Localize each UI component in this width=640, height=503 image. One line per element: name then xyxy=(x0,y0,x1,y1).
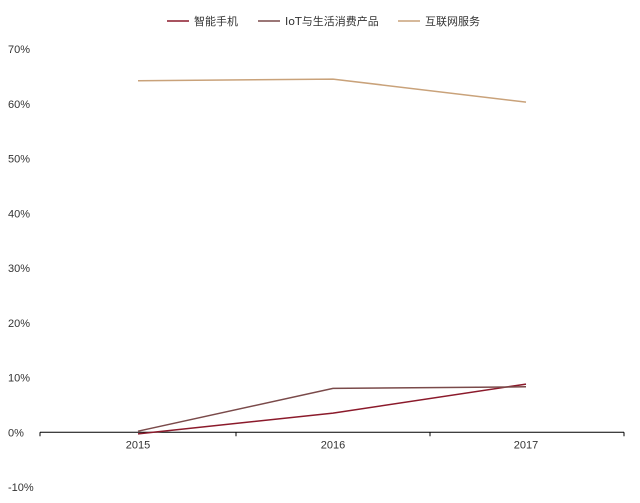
series-line xyxy=(137,383,527,435)
y-tick-label: 30% xyxy=(8,263,30,275)
y-tick-label: 60% xyxy=(8,99,30,111)
legend-label: 互联网服务 xyxy=(425,15,480,28)
series-line xyxy=(137,78,527,103)
x-tick-label: 2015 xyxy=(126,439,150,451)
y-axis-tick-labels: 70% 60% 50% 40% 30% 20% 10% 0% -10% xyxy=(8,44,34,494)
x-tick-label: 2016 xyxy=(321,439,345,451)
legend: 智能手机 IoT与生活消费产品 互联网服务 xyxy=(167,14,480,28)
y-tick-label: -10% xyxy=(8,482,34,494)
legend-label: IoT与生活消费产品 xyxy=(285,14,379,28)
series-line xyxy=(137,386,527,432)
x-tick-label: 2017 xyxy=(514,439,538,451)
y-tick-label: 40% xyxy=(8,208,30,220)
y-tick-label: 0% xyxy=(8,427,24,439)
series-lines xyxy=(137,78,527,435)
legend-label: 智能手机 xyxy=(194,14,238,28)
y-tick-label: 10% xyxy=(8,373,30,385)
y-tick-label: 20% xyxy=(8,318,30,330)
y-tick-label: 70% xyxy=(8,44,30,56)
y-tick-label: 50% xyxy=(8,154,30,166)
x-axis-ticks: 2015 2016 2017 xyxy=(39,432,625,451)
